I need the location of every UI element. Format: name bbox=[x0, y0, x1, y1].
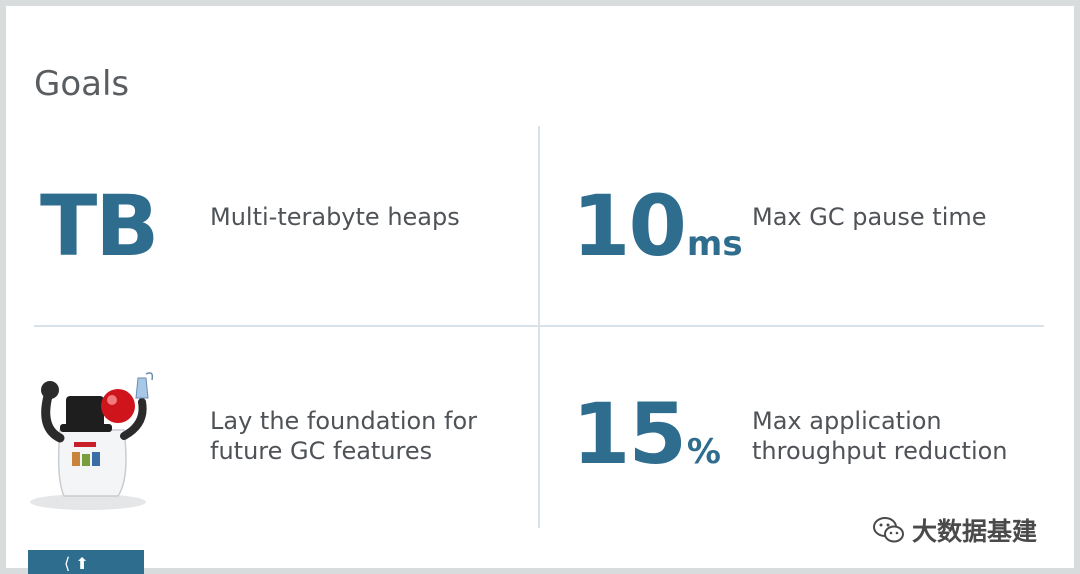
watermark: 大数据基建 bbox=[872, 510, 1037, 550]
goal-throughput-description: Max application throughput reduction bbox=[752, 406, 1008, 466]
vertical-divider bbox=[538, 126, 540, 528]
goal-tb-figure: TB bbox=[40, 184, 159, 268]
goal-throughput-value: 15 bbox=[572, 385, 687, 483]
goal-tb-line-1: Multi-terabyte heaps bbox=[210, 203, 460, 231]
slide-title: Goals bbox=[34, 64, 130, 104]
goal-pause-value: 10 bbox=[572, 177, 687, 275]
footer-glyph-icon: ⟨ ⬆ bbox=[64, 554, 89, 573]
footer-tab: ⟨ ⬆ bbox=[28, 550, 144, 574]
goal-pause-description: Max GC pause time bbox=[752, 202, 987, 232]
goal-throughput-line-1: Max application bbox=[752, 407, 942, 435]
goal-foundation-description: Lay the foundation for future GC feature… bbox=[210, 406, 477, 466]
goal-throughput-line-2: throughput reduction bbox=[752, 437, 1008, 465]
goal-tb-description: Multi-terabyte heaps bbox=[210, 202, 460, 232]
goal-throughput-unit: % bbox=[686, 432, 721, 472]
goal-pause-line-1: Max GC pause time bbox=[752, 203, 987, 231]
goal-pause-figure: 10ms bbox=[572, 184, 743, 268]
goal-tb-value: TB bbox=[40, 177, 159, 275]
goal-throughput-figure: 15% bbox=[572, 392, 721, 476]
goal-pause-unit: ms bbox=[686, 224, 743, 264]
goal-foundation-line-2: future GC features bbox=[210, 437, 433, 465]
goal-foundation-line-1: Lay the foundation for bbox=[210, 407, 478, 435]
mascot-icon bbox=[30, 372, 154, 510]
horizontal-divider bbox=[34, 325, 1044, 327]
wechat-icon bbox=[873, 517, 904, 543]
slide: Goals TB Multi-terabyte heaps 10ms Max G… bbox=[6, 6, 1074, 568]
watermark-text: 大数据基建 bbox=[912, 517, 1038, 546]
